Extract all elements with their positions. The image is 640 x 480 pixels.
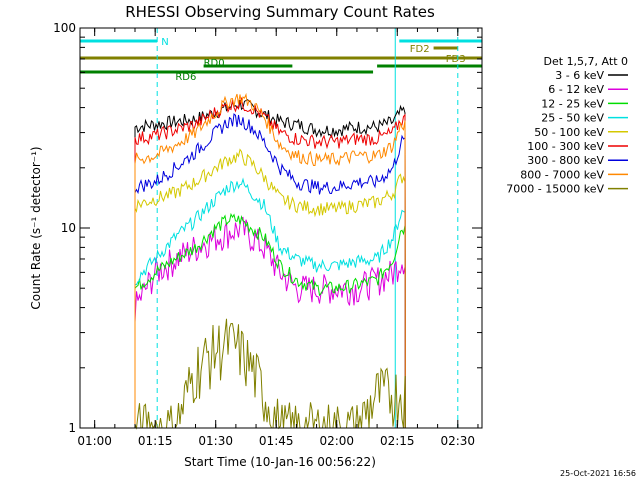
series-line: [134, 212, 406, 429]
series-line: [134, 177, 406, 429]
x-tick-label: 02:00: [319, 434, 354, 448]
legend-label: 12 - 25 keV: [541, 97, 604, 110]
legend-label: 50 - 100 keV: [534, 126, 604, 139]
series-line: [134, 113, 406, 429]
y-tick-label: 1: [68, 421, 76, 435]
series-lines: [134, 92, 406, 430]
series-line: [134, 97, 406, 429]
x-axis-ticks: 01:00 01:15 01:30 01:45 02:00 02:15 02:30: [77, 28, 479, 448]
legend-label: 800 - 7000 keV: [520, 168, 604, 181]
flag-label: RD0: [204, 58, 225, 69]
series-line: [134, 148, 406, 429]
vertical-markers: [79, 28, 459, 428]
x-tick-label: 01:45: [259, 434, 294, 448]
x-tick-label: 01:15: [138, 434, 173, 448]
plot-frame: [79, 27, 483, 429]
legend-label: 300 - 800 keV: [527, 154, 604, 167]
x-tick-label: 01:30: [198, 434, 233, 448]
series-line: [134, 216, 406, 429]
footer-timestamp: 25-Oct-2021 16:56: [560, 469, 636, 478]
flag-label: N: [161, 37, 168, 48]
y-tick-label: 10: [61, 221, 76, 235]
legend-label: 7000 - 15000 keV: [506, 183, 604, 196]
y-tick-label: 100: [53, 21, 76, 35]
series-line: [134, 318, 406, 430]
flag-label: RD6: [175, 72, 196, 83]
legend-label: 6 - 12 keV: [548, 83, 604, 96]
x-tick-label: 01:00: [77, 434, 112, 448]
y-axis-ticks: 1 10 100: [53, 21, 482, 435]
legend-label: 3 - 6 keV: [555, 69, 604, 82]
flag-bars: N FD2 FD3 RD0 RD6: [80, 37, 482, 83]
legend-label: 100 - 300 keV: [527, 140, 604, 153]
legend-header: Det 1,5,7, Att 0: [544, 55, 628, 68]
flag-label: FD3: [446, 54, 466, 65]
series-line: [134, 92, 406, 429]
legend-label: 25 - 50 keV: [541, 112, 604, 125]
flag-label: FD2: [410, 44, 430, 55]
x-tick-label: 02:15: [380, 434, 415, 448]
x-tick-label: 02:30: [440, 434, 475, 448]
y-axis-label: Count Rate (s⁻¹ detector⁻¹): [29, 146, 43, 309]
chart-title: RHESSI Observing Summary Count Rates: [125, 3, 435, 21]
x-axis-label: Start Time (10-Jan-16 00:56:22): [184, 455, 376, 469]
